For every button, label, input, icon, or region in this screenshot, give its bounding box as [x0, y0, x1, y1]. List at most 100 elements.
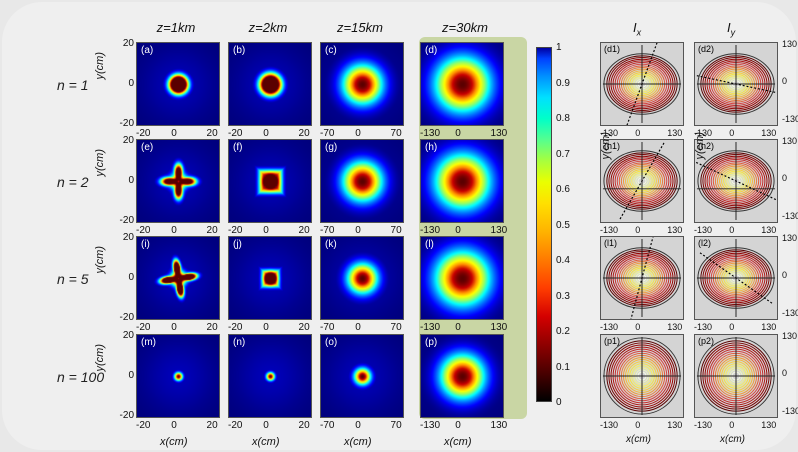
contour-subplot-label-h2: (h2)	[698, 141, 714, 151]
heatmap-panel-m[interactable]: (m)	[136, 334, 220, 418]
xtick-p-2: 130	[491, 420, 521, 431]
contour-panel-d1[interactable]: (d1)	[600, 42, 684, 126]
xtick-d-1: 0	[455, 128, 485, 139]
heatmap-panel-e[interactable]: (e)	[136, 139, 220, 223]
ytick-e-2: -20	[114, 215, 134, 226]
xtick-f-0: -20	[228, 225, 258, 236]
xtick-e-0: -20	[136, 225, 166, 236]
xtick-g-2: 70	[391, 225, 421, 236]
subplot-label-f: (f)	[233, 142, 242, 153]
contour-subplot-label-l2: (l2)	[698, 238, 711, 248]
row-label-n-n-1: n = 1	[57, 77, 89, 93]
colorbar-tick-0.3: 0.3	[556, 291, 570, 302]
contour-panel-h1[interactable]: (h1)	[600, 139, 684, 223]
subplot-label-o: (o)	[325, 337, 337, 348]
contour-xtick-p1-0: -130	[600, 420, 632, 430]
xtick-k-1: 0	[355, 322, 385, 333]
ytick-m-2: -20	[114, 410, 134, 421]
contour-ytick-l2-0: 130	[782, 233, 798, 243]
contour-subplot-label-d2: (d2)	[698, 44, 714, 54]
subplot-label-a: (a)	[141, 45, 153, 56]
contour-subplot-label-p1: (p1)	[604, 336, 620, 346]
colorbar-tick-1: 1	[556, 42, 562, 53]
contour-panel-h2[interactable]: (h2)	[694, 139, 778, 223]
ytick-m-0: 20	[114, 330, 134, 341]
contour-ytick-d2-1: 0	[782, 76, 798, 86]
subplot-label-k: (k)	[325, 239, 337, 250]
contour-xtick-l1-1: 0	[635, 322, 667, 332]
contour-xlabel-0: x(cm)	[626, 434, 651, 445]
heatmap-panel-p[interactable]: (p)	[420, 334, 504, 418]
subplot-label-e: (e)	[141, 142, 153, 153]
heatmap-panel-c[interactable]: (c)	[320, 42, 404, 126]
ytick-m-1: 0	[114, 370, 134, 381]
contour-ytick-h2-2: -130	[782, 211, 798, 221]
xtick-g-1: 0	[355, 225, 385, 236]
xlabel-col-1: x(cm)	[252, 436, 280, 448]
contour-ytick-p2-1: 0	[782, 368, 798, 378]
ytick-a-2: -20	[114, 118, 134, 129]
contour-xtick-p2-1: 0	[729, 420, 761, 430]
xtick-h-2: 130	[491, 225, 521, 236]
col-title-z-2: z=2km	[223, 20, 313, 35]
xtick-l-1: 0	[455, 322, 485, 333]
heatmap-panel-b[interactable]: (b)	[228, 42, 312, 126]
xtick-o-1: 0	[355, 420, 385, 431]
xtick-h-0: -130	[420, 225, 450, 236]
xlabel-col-3: x(cm)	[444, 436, 472, 448]
heatmap-panel-k[interactable]: (k)	[320, 236, 404, 320]
background-panel: n = 1n = 2n = 5n = 100 z=1km z=2km z=15km z…	[2, 2, 796, 450]
contour-ytick-h2-1: 0	[782, 173, 798, 183]
contour-xtick-h2-0: -130	[694, 225, 726, 235]
col-title-z-3: z=15km	[315, 20, 405, 35]
col-title-ix: Ix	[602, 20, 672, 38]
contour-panel-d2[interactable]: (d2)	[694, 42, 778, 126]
contour-xlabel-1: x(cm)	[720, 434, 745, 445]
jet-colorbar[interactable]	[536, 47, 552, 402]
xtick-m-0: -20	[136, 420, 166, 431]
xtick-l-2: 130	[491, 322, 521, 333]
contour-subplot-label-l1: (l1)	[604, 238, 617, 248]
xtick-m-1: 0	[171, 420, 201, 431]
contour-ytick-h2-0: 130	[782, 136, 798, 146]
contour-ytick-d2-0: 130	[782, 39, 798, 49]
heatmap-panel-g[interactable]: (g)	[320, 139, 404, 223]
contour-subplot-label-p2: (p2)	[698, 336, 714, 346]
heatmap-panel-o[interactable]: (o)	[320, 334, 404, 418]
heatmap-panel-i[interactable]: (i)	[136, 236, 220, 320]
heatmap-panel-j[interactable]: (j)	[228, 236, 312, 320]
xtick-e-1: 0	[171, 225, 201, 236]
contour-ytick-l2-1: 0	[782, 270, 798, 280]
heatmap-panel-n[interactable]: (n)	[228, 334, 312, 418]
subplot-label-l: (l)	[425, 239, 434, 250]
colorbar-tick-0.5: 0.5	[556, 220, 570, 231]
contour-panel-p1[interactable]: (p1)	[600, 334, 684, 418]
xtick-a-0: -20	[136, 128, 166, 139]
xtick-b-0: -20	[228, 128, 258, 139]
contour-panel-l1[interactable]: (l1)	[600, 236, 684, 320]
colorbar-tick-0.9: 0.9	[556, 78, 570, 89]
heatmap-panel-d[interactable]: (d)	[420, 42, 504, 126]
heatmap-panel-h[interactable]: (h)	[420, 139, 504, 223]
xtick-o-0: -70	[320, 420, 350, 431]
heatmap-panel-a[interactable]: (a)	[136, 42, 220, 126]
heatmap-panel-f[interactable]: (f)	[228, 139, 312, 223]
ytick-i-1: 0	[114, 272, 134, 283]
subplot-label-i: (i)	[141, 239, 150, 250]
contour-xtick-l1-0: -130	[600, 322, 632, 332]
colorbar-tick-0.8: 0.8	[556, 113, 570, 124]
heatmap-panel-l[interactable]: (l)	[420, 236, 504, 320]
contour-xtick-h1-1: 0	[635, 225, 667, 235]
ylabel-row-2: y(cm)	[94, 246, 106, 274]
xtick-d-0: -130	[420, 128, 450, 139]
contour-ytick-l2-2: -130	[782, 308, 798, 318]
xtick-b-1: 0	[263, 128, 293, 139]
xtick-k-2: 70	[391, 322, 421, 333]
colorbar-tick-0.4: 0.4	[556, 255, 570, 266]
xtick-c-1: 0	[355, 128, 385, 139]
contour-panel-p2[interactable]: (p2)	[694, 334, 778, 418]
ylabel-row-3: y(cm)	[94, 344, 106, 372]
contour-panel-l2[interactable]: (l2)	[694, 236, 778, 320]
ytick-i-0: 20	[114, 232, 134, 243]
xtick-l-0: -130	[420, 322, 450, 333]
